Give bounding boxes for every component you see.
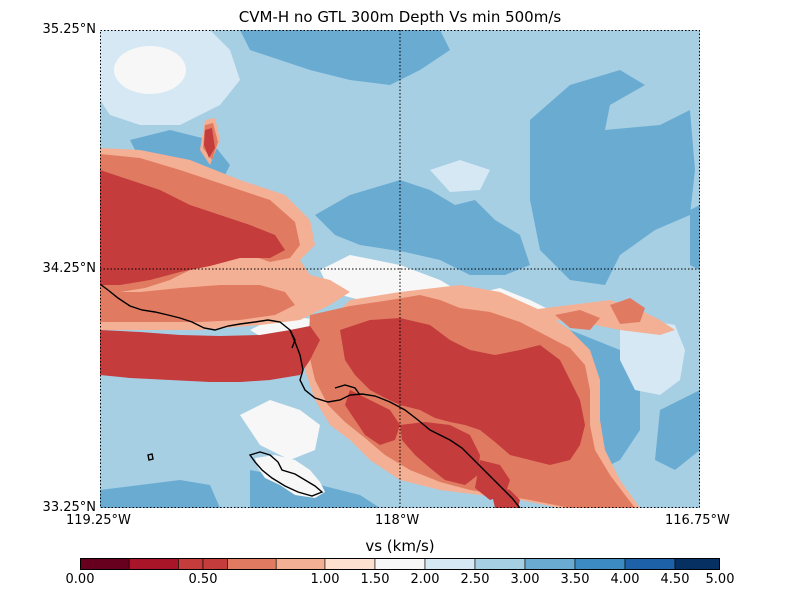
colorbar-tick-label: 0.50	[188, 572, 218, 587]
lat-label-top: 35.25°N	[42, 22, 96, 37]
colorbar-bin	[524, 558, 576, 570]
colorbar	[80, 558, 720, 570]
lon-label-left: 119.25°W	[66, 513, 131, 528]
colorbar-bin	[227, 558, 277, 570]
colorbar-bin	[474, 558, 526, 570]
lat-label-middle: 34.25°N	[42, 261, 96, 276]
colorbar-bin	[674, 558, 720, 570]
coastline	[100, 283, 521, 508]
colorbar-bin	[324, 558, 376, 570]
colorbar-tick-label: 1.50	[360, 572, 390, 587]
colorbar-bin	[178, 558, 204, 570]
colorbar-label: vs (km/s)	[365, 537, 435, 555]
lon-label-right: 116.75°W	[665, 513, 730, 528]
colorbar-tick-label: 3.50	[560, 572, 590, 587]
colorbar-tick-label: 2.00	[410, 572, 440, 587]
graticule	[100, 30, 700, 508]
colorbar-tick-label: 3.00	[510, 572, 540, 587]
colorbar-tick-label: 4.50	[660, 572, 690, 587]
colorbar-tick-label: 0.00	[65, 572, 95, 587]
colorbar-tick-label: 2.50	[460, 572, 490, 587]
colorbar-bin	[202, 558, 228, 570]
high-velocity-regions	[100, 30, 700, 508]
vs-map	[100, 30, 700, 508]
colorbar-tick-label: 1.00	[310, 572, 340, 587]
lon-label-middle: 118°W	[375, 513, 420, 528]
lat-label-bottom: 33.25°N	[42, 500, 96, 515]
map-title: CVM-H no GTL 300m Depth Vs min 500m/s	[238, 8, 562, 26]
colorbar-bin	[424, 558, 476, 570]
low-velocity-basin-core	[100, 128, 585, 508]
colorbar-bin	[80, 558, 130, 570]
colorbar-bin	[624, 558, 676, 570]
colorbar-bin	[574, 558, 626, 570]
colorbar-bin	[128, 558, 179, 570]
colorbar-tick-label: 5.00	[705, 572, 735, 587]
colorbar-bin	[374, 558, 426, 570]
colorbar-tick-label: 4.00	[610, 572, 640, 587]
colorbar-bin	[275, 558, 326, 570]
channel-island-patches	[255, 455, 325, 498]
